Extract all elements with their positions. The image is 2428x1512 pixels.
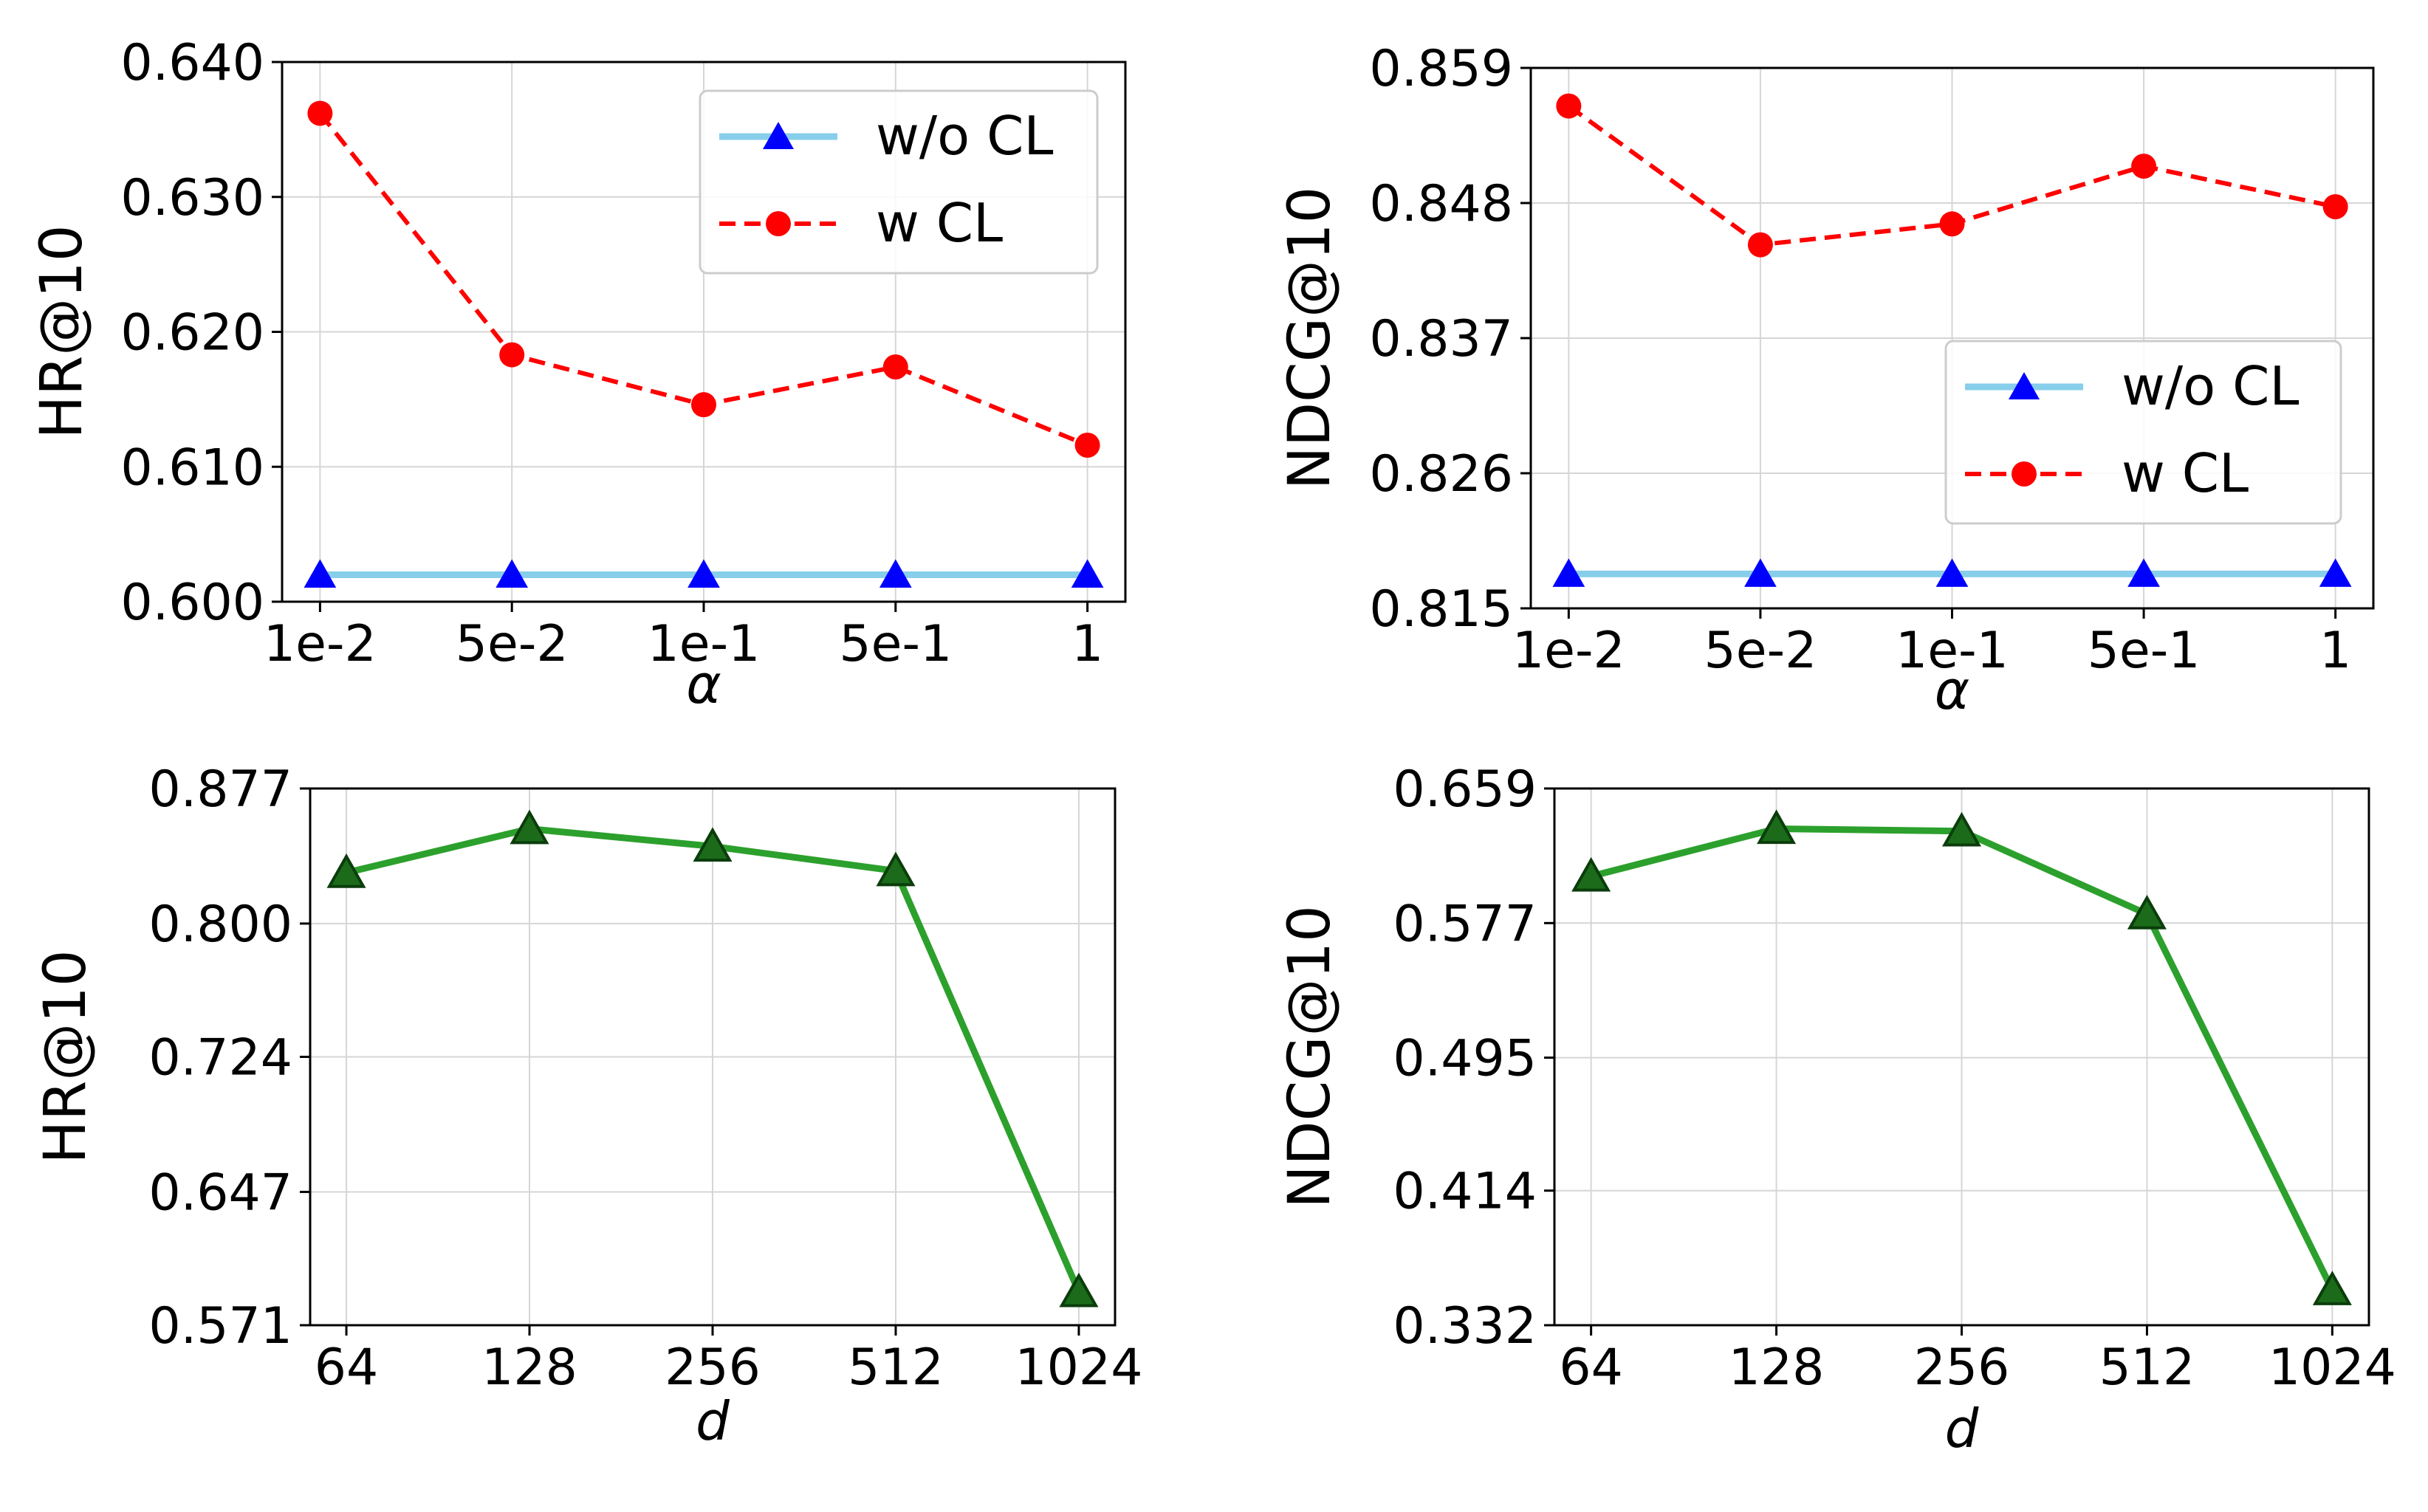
y-axis-label: HR@10 bbox=[29, 224, 95, 439]
y-tick-label: 0.577 bbox=[1393, 895, 1537, 953]
x-tick-label: 1 bbox=[1071, 615, 1103, 673]
data-point-marker bbox=[1059, 1272, 1099, 1307]
data-point-marker bbox=[687, 559, 720, 588]
x-tick-label: 128 bbox=[481, 1339, 577, 1397]
y-tick-label: 0.837 bbox=[1369, 310, 1513, 368]
x-tick-label: 64 bbox=[315, 1339, 379, 1397]
y-tick-label: 0.848 bbox=[1369, 175, 1513, 233]
x-tick-label: 256 bbox=[665, 1339, 761, 1397]
x-tick-label: 5e-2 bbox=[456, 615, 569, 673]
x-axis-label: d bbox=[696, 1390, 730, 1452]
y-tick-label: 0.815 bbox=[1369, 580, 1513, 639]
data-point-marker bbox=[693, 827, 733, 862]
data-point-marker bbox=[1552, 558, 1585, 587]
data-point-marker bbox=[510, 809, 549, 845]
data-point-marker bbox=[1071, 559, 1104, 588]
y-tick-label: 0.859 bbox=[1369, 40, 1513, 98]
x-tick-label: 1e-2 bbox=[264, 615, 377, 673]
data-point-marker bbox=[326, 853, 366, 888]
x-tick-label: 1e-1 bbox=[1896, 622, 2009, 680]
y-axis-label: HR@10 bbox=[32, 949, 99, 1164]
x-tick-label: 5e-1 bbox=[2088, 622, 2201, 680]
data-point-marker bbox=[1757, 809, 1797, 845]
x-tick-label: 1024 bbox=[1015, 1339, 1142, 1397]
chart-panel-3: 64 128 256 512 1024 0.571 0.647 0.724 0.800 0.877… bbox=[32, 760, 1142, 1452]
y-tick-label: 0.620 bbox=[120, 304, 264, 362]
x-tick-label: 256 bbox=[1914, 1339, 2010, 1397]
legend: w/o CL w CL bbox=[699, 89, 1099, 275]
data-point-marker bbox=[691, 392, 716, 418]
x-tick-label: 512 bbox=[848, 1339, 944, 1397]
chart-panel-4: 64 128 256 512 1024 0.332 0.414 0.495 0.577 0.659… bbox=[1277, 760, 2396, 1460]
data-point-marker bbox=[1941, 811, 1982, 847]
legend-marker bbox=[2009, 372, 2040, 399]
data-point-marker bbox=[1074, 433, 1100, 458]
x-tick-label: 128 bbox=[1729, 1339, 1825, 1397]
data-point-marker bbox=[876, 851, 916, 887]
data-point-marker bbox=[1935, 558, 1969, 587]
data-point-marker bbox=[2322, 193, 2348, 219]
data-point-marker bbox=[2127, 558, 2160, 587]
y-tick-label: 0.659 bbox=[1393, 760, 1537, 819]
data-point-marker bbox=[1747, 232, 1773, 258]
data-point-marker bbox=[307, 100, 333, 126]
chart-panel-1: 1e-2 5e-2 1e-1 5e-1 1 0.600 0.610 0.620 0.630 0.6… bbox=[29, 34, 1127, 715]
x-tick-label: 64 bbox=[1559, 1339, 1623, 1397]
y-tick-label: 0.495 bbox=[1393, 1030, 1537, 1088]
x-tick-label: 5e-1 bbox=[839, 615, 952, 673]
data-point-marker bbox=[882, 354, 908, 380]
data-point-marker bbox=[1939, 211, 1965, 237]
legend-marker bbox=[766, 211, 791, 236]
x-axis-label: d bbox=[1945, 1398, 1980, 1460]
legend-label: w CL bbox=[2122, 442, 2249, 504]
legend-label: w/o CL bbox=[2122, 355, 2299, 417]
y-axis-label: NDCG@10 bbox=[1277, 905, 1343, 1209]
legend-marker bbox=[763, 122, 794, 149]
y-tick-label: 0.610 bbox=[120, 439, 264, 497]
y-tick-label: 0.600 bbox=[120, 574, 264, 632]
data-point-marker bbox=[2319, 558, 2352, 587]
x-tick-label: 1 bbox=[2319, 622, 2351, 680]
y-tick-label: 0.630 bbox=[120, 169, 264, 227]
chart-panel-2: 1e-2 5e-2 1e-1 5e-1 1 0.815 0.826 0.837 0.848 0.8… bbox=[1277, 40, 2375, 721]
data-point-marker bbox=[499, 342, 525, 368]
y-tick-label: 0.877 bbox=[148, 760, 292, 819]
data-point-marker bbox=[2312, 1271, 2352, 1305]
y-tick-label: 0.332 bbox=[1393, 1297, 1537, 1355]
x-tick-label: 512 bbox=[2099, 1339, 2195, 1397]
legend-label: w CL bbox=[876, 192, 1003, 254]
data-point-marker bbox=[879, 559, 912, 588]
x-tick-label: 5e-2 bbox=[1704, 622, 1817, 680]
y-tick-label: 0.414 bbox=[1393, 1163, 1537, 1221]
y-tick-label: 0.800 bbox=[148, 896, 292, 954]
x-axis-label: α bbox=[686, 653, 721, 715]
y-tick-label: 0.571 bbox=[148, 1297, 292, 1355]
legend-marker bbox=[2012, 461, 2037, 487]
data-point-marker bbox=[2131, 154, 2157, 179]
x-tick-label: 1e-2 bbox=[1512, 622, 1625, 680]
data-point-marker bbox=[495, 559, 529, 588]
y-tick-label: 0.724 bbox=[148, 1029, 292, 1087]
x-axis-label: α bbox=[1935, 659, 1969, 721]
y-tick-label: 0.647 bbox=[148, 1164, 292, 1222]
data-point-marker bbox=[1744, 558, 1777, 587]
data-point-marker bbox=[1556, 93, 1582, 119]
y-axis-label: NDCG@10 bbox=[1277, 187, 1343, 490]
x-tick-label: 1e-1 bbox=[648, 615, 761, 673]
data-point-marker bbox=[304, 559, 337, 588]
x-tick-label: 1024 bbox=[2268, 1339, 2396, 1397]
y-tick-label: 0.640 bbox=[120, 34, 264, 92]
data-point-marker bbox=[1571, 856, 1611, 892]
legend-label: w/o CL bbox=[876, 105, 1053, 167]
data-point-marker bbox=[2127, 895, 2167, 929]
legend: w/o CL w CL bbox=[1944, 340, 2342, 525]
y-tick-label: 0.826 bbox=[1369, 445, 1513, 504]
